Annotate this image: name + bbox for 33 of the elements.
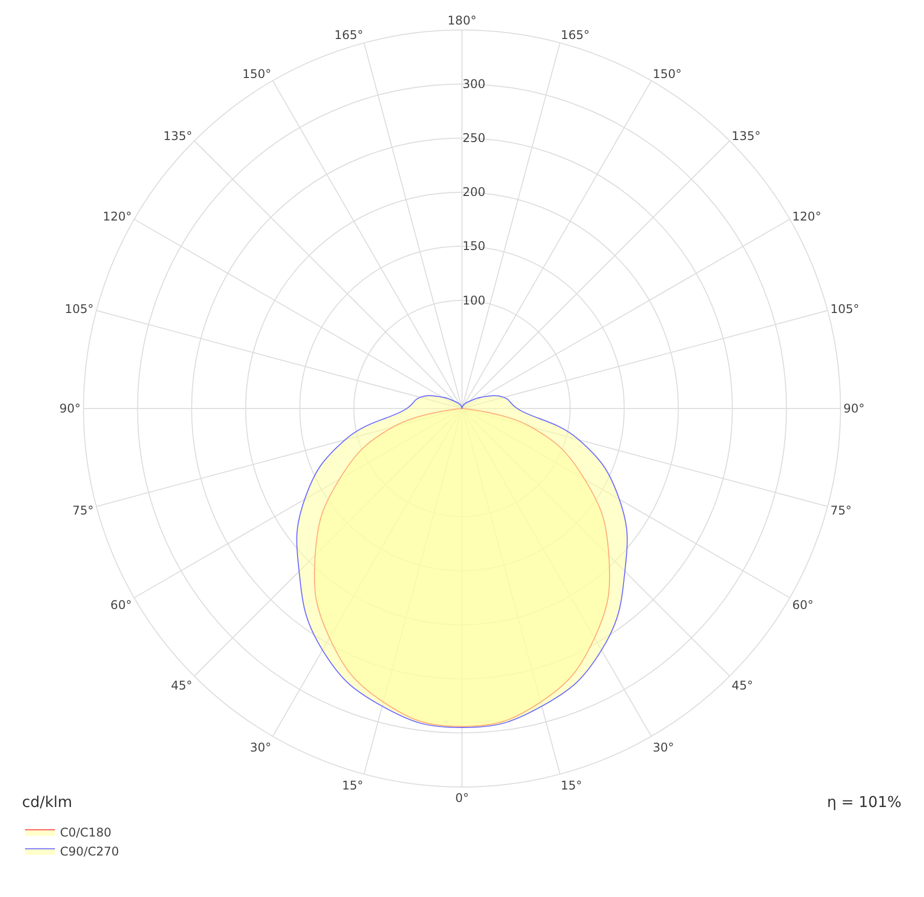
spoke-label: 120° (102, 209, 132, 224)
spoke-label: 135° (732, 129, 761, 144)
spoke-label: 15° (342, 778, 364, 793)
y-tick-label: 150 (462, 239, 486, 254)
spoke-label: 90° (843, 402, 865, 416)
legend-label: C90/C270 (60, 844, 119, 858)
spoke-label: 165° (560, 28, 590, 42)
spoke-label: 105° (64, 302, 94, 316)
spoke-label: 60° (792, 598, 814, 612)
spoke-label: 30° (652, 740, 674, 754)
spoke-label: 165° (334, 28, 364, 42)
spoke-label: 60° (110, 598, 132, 612)
spoke-label: 90° (59, 402, 81, 416)
spoke-label: 135° (163, 129, 192, 144)
y-tick-label: 100 (462, 293, 486, 308)
spoke-label: 15° (560, 778, 582, 793)
y-tick-label: 300 (462, 76, 486, 91)
spoke-label: 45° (732, 678, 753, 693)
spoke-label: 180° (448, 14, 476, 28)
text: η = 101% (827, 793, 902, 811)
spoke-label: 105° (830, 302, 860, 316)
spoke-label: 30° (250, 740, 272, 754)
spoke-label: 75° (72, 503, 94, 518)
legend-label: C0/C180 (60, 825, 112, 840)
spoke-label: 120° (792, 209, 822, 224)
y-tick-label: 200 (462, 185, 486, 200)
spoke-label: 75° (830, 503, 852, 518)
spoke-label: 0° (455, 790, 469, 805)
y-tick-label: 250 (462, 131, 486, 146)
spoke-label: 150° (652, 67, 682, 82)
spoke-label: 150° (242, 67, 272, 82)
text: cd/klm (22, 793, 72, 811)
spoke-label: 45° (171, 678, 192, 693)
